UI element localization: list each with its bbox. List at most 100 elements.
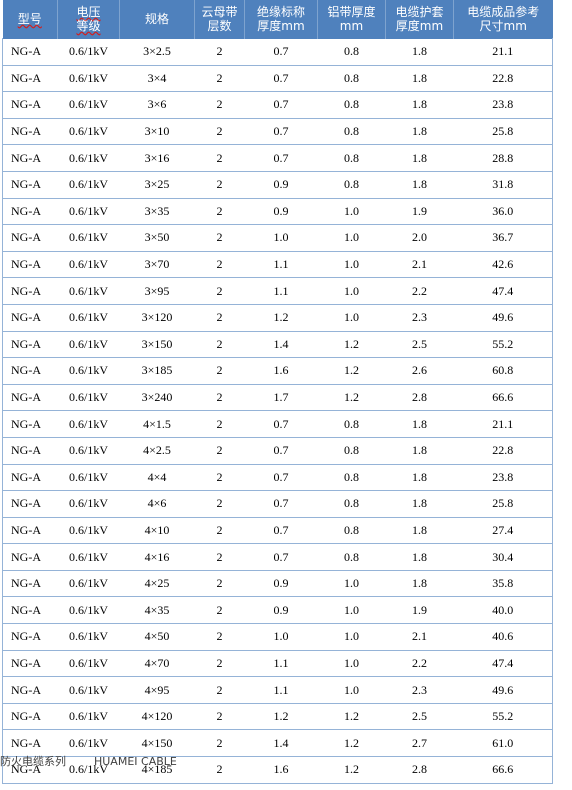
- cell-mica-layers: 2: [194, 198, 245, 226]
- cell-outer-size: 23.8: [453, 91, 553, 119]
- cell-insulation-thickness: 1.1: [244, 277, 318, 305]
- cell-outer-size: 66.6: [453, 756, 553, 784]
- cell-outer-size: 40.0: [453, 596, 553, 625]
- cell-insulation-thickness: 1.0: [244, 224, 318, 252]
- cell-spec: 3×10: [119, 118, 195, 146]
- cell-aluminum-thickness: 0.8: [317, 171, 386, 199]
- table-row: NG-A 0.6/1kV 4×50 2 1.0 1.0 2.1 40.6: [2, 623, 553, 651]
- cell-voltage: 0.6/1kV: [57, 65, 120, 93]
- cell-aluminum-thickness: 1.0: [317, 251, 386, 279]
- cell-mica-layers: 2: [194, 357, 245, 385]
- cell-voltage: 0.6/1kV: [57, 331, 120, 359]
- cell-aluminum-thickness: 1.2: [317, 729, 386, 758]
- cell-model: NG-A: [2, 410, 58, 438]
- cell-voltage: 0.6/1kV: [57, 623, 120, 651]
- cell-outer-size: 49.6: [453, 676, 553, 704]
- cell-voltage: 0.6/1kV: [57, 251, 120, 279]
- header-mica: 云母带 层数: [194, 0, 245, 39]
- cell-mica-layers: 2: [194, 676, 245, 704]
- cell-spec: 4×50: [119, 623, 195, 651]
- cell-spec: 4×1.5: [119, 410, 195, 438]
- cell-voltage: 0.6/1kV: [57, 464, 120, 492]
- cell-mica-layers: 2: [194, 251, 245, 279]
- cell-model: NG-A: [2, 703, 58, 731]
- cell-outer-size: 27.4: [453, 517, 553, 545]
- cell-voltage: 0.6/1kV: [57, 676, 120, 704]
- cell-sheath-thickness: 1.8: [385, 38, 454, 66]
- cell-aluminum-thickness: 1.0: [317, 224, 386, 252]
- cell-insulation-thickness: 0.7: [244, 437, 318, 465]
- cell-voltage: 0.6/1kV: [57, 224, 120, 252]
- cell-mica-layers: 2: [194, 437, 245, 465]
- cell-sheath-thickness: 2.8: [385, 756, 454, 784]
- cell-voltage: 0.6/1kV: [57, 729, 120, 758]
- cell-outer-size: 47.4: [453, 277, 553, 305]
- table-row: NG-A 0.6/1kV 4×6 2 0.7 0.8 1.8 25.8: [2, 490, 553, 518]
- cell-insulation-thickness: 1.1: [244, 650, 318, 678]
- cell-mica-layers: 2: [194, 171, 245, 199]
- table-row: NG-A 0.6/1kV 4×70 2 1.1 1.0 2.2 47.4: [2, 650, 553, 678]
- cell-model: NG-A: [2, 171, 58, 199]
- cell-insulation-thickness: 0.7: [244, 517, 318, 545]
- table-body: NG-A 0.6/1kV 3×2.5 2 0.7 0.8 1.8 21.1 NG-A 0.6/1k…: [2, 38, 553, 784]
- cell-model: NG-A: [2, 570, 58, 598]
- cell-model: NG-A: [2, 676, 58, 704]
- cell-mica-layers: 2: [194, 144, 245, 172]
- cell-spec: 3×25: [119, 171, 195, 199]
- table-row: NG-A 0.6/1kV 4×16 2 0.7 0.8 1.8 30.4: [2, 543, 553, 571]
- cell-aluminum-thickness: 0.8: [317, 490, 386, 518]
- cell-voltage: 0.6/1kV: [57, 490, 120, 518]
- cell-model: NG-A: [2, 224, 58, 252]
- cell-voltage: 0.6/1kV: [57, 144, 120, 172]
- cell-spec: 4×25: [119, 570, 195, 598]
- cell-mica-layers: 2: [194, 38, 245, 66]
- cell-sheath-thickness: 1.8: [385, 490, 454, 518]
- cell-sheath-thickness: 2.3: [385, 676, 454, 704]
- footer-brand: HUAMEI CABLE: [93, 755, 177, 768]
- cable-spec-table: 型号 电压 等级 规格 云母带 层数 绝缘标称 厚度mm 铝带厚度 mm: [2, 0, 553, 784]
- cell-sheath-thickness: 2.0: [385, 224, 454, 252]
- footer-series: 防火电缆系列: [0, 755, 66, 768]
- cell-model: NG-A: [2, 304, 58, 332]
- table-row: NG-A 0.6/1kV 3×240 2 1.7 1.2 2.8 66.6: [2, 384, 553, 412]
- cell-aluminum-thickness: 1.0: [317, 676, 386, 704]
- header-insulation: 绝缘标称 厚度mm: [244, 0, 318, 39]
- cell-outer-size: 21.1: [453, 38, 553, 66]
- cell-model: NG-A: [2, 650, 58, 678]
- table-row: NG-A 0.6/1kV 3×2.5 2 0.7 0.8 1.8 21.1: [2, 38, 553, 66]
- cell-mica-layers: 2: [194, 490, 245, 518]
- cell-model: NG-A: [2, 65, 58, 93]
- cell-model: NG-A: [2, 623, 58, 651]
- cell-spec: 4×2.5: [119, 437, 195, 465]
- cell-outer-size: 36.0: [453, 198, 553, 226]
- cell-voltage: 0.6/1kV: [57, 357, 120, 385]
- cell-model: NG-A: [2, 251, 58, 279]
- cell-outer-size: 49.6: [453, 304, 553, 332]
- cell-insulation-thickness: 1.4: [244, 331, 318, 359]
- header-row: 型号 电压 等级 规格 云母带 层数 绝缘标称 厚度mm 铝带厚度 mm: [2, 0, 553, 39]
- cell-sheath-thickness: 1.9: [385, 596, 454, 625]
- cell-model: NG-A: [2, 596, 58, 625]
- cell-sheath-thickness: 2.7: [385, 729, 454, 758]
- table-row: NG-A 0.6/1kV 3×16 2 0.7 0.8 1.8 28.8: [2, 144, 553, 172]
- cell-model: NG-A: [2, 118, 58, 146]
- cell-aluminum-thickness: 0.8: [317, 38, 386, 66]
- table-row: NG-A 0.6/1kV 4×4 2 0.7 0.8 1.8 23.8: [2, 464, 553, 492]
- cell-sheath-thickness: 1.8: [385, 517, 454, 545]
- table-row: NG-A 0.6/1kV 4×35 2 0.9 1.0 1.9 40.0: [2, 596, 553, 625]
- cell-sheath-thickness: 1.8: [385, 144, 454, 172]
- cell-aluminum-thickness: 1.0: [317, 277, 386, 305]
- cell-insulation-thickness: 1.1: [244, 676, 318, 704]
- cell-aluminum-thickness: 1.2: [317, 703, 386, 731]
- cell-spec: 4×150: [119, 729, 195, 758]
- cell-voltage: 0.6/1kV: [57, 596, 120, 625]
- cell-outer-size: 60.8: [453, 357, 553, 385]
- cell-voltage: 0.6/1kV: [57, 384, 120, 412]
- table-row: NG-A 0.6/1kV 3×4 2 0.7 0.8 1.8 22.8: [2, 65, 553, 93]
- cell-aluminum-thickness: 1.0: [317, 198, 386, 226]
- cell-spec: 3×4: [119, 65, 195, 93]
- cell-sheath-thickness: 1.8: [385, 410, 454, 438]
- cell-insulation-thickness: 1.4: [244, 729, 318, 758]
- cell-mica-layers: 2: [194, 410, 245, 438]
- cell-sheath-thickness: 2.1: [385, 623, 454, 651]
